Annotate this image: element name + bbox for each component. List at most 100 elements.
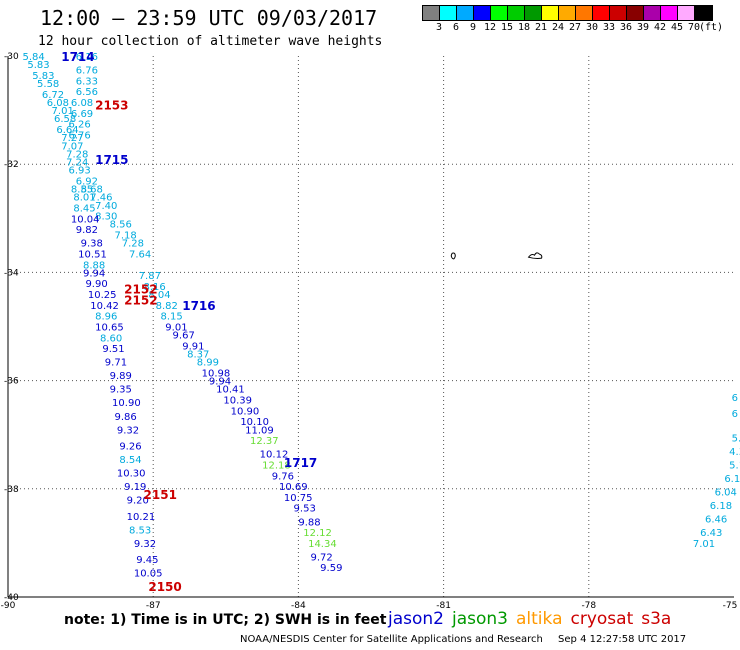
wave-height-value: 6.56 <box>76 87 98 98</box>
satellite-legend: jason2 jason3 altika cryosat s3a <box>388 609 679 629</box>
wave-height-value: 12.37 <box>250 436 279 447</box>
wave-height-value: 9.82 <box>76 225 98 236</box>
wave-observations: 5.84 6.165.83 6.765.83 6.335.586.566.726.08… <box>23 52 740 580</box>
credit-text: NOAA/NESDIS Center for Satellite Applica… <box>240 634 543 645</box>
lat-label: -40 <box>4 593 19 603</box>
legend-jason3: jason3 <box>452 609 508 629</box>
wave-height-value: 6.93 <box>69 166 91 177</box>
lat-label: -34 <box>4 268 19 278</box>
colorbar-label: 36 <box>619 22 633 33</box>
wave-height-value: 8.45 <box>73 203 95 214</box>
colorbar-label: 21 <box>534 22 548 33</box>
wave-height-value: 8.04 <box>148 290 170 301</box>
colorbar-label: 9 <box>469 22 477 33</box>
wave-height-value: 8.60 <box>100 333 122 344</box>
track-time-label: 1714 <box>61 50 94 64</box>
wave-height-value: 7.87 <box>139 271 161 282</box>
lat-label: -32 <box>4 160 19 170</box>
wave-height-value: 8.82 <box>156 301 178 312</box>
colorbar-label: 12 <box>483 22 497 33</box>
wave-height-value: 6.1 <box>724 474 740 485</box>
wave-height-value: 8.99 <box>197 358 219 369</box>
wave-height-value: 5.1 <box>729 460 740 471</box>
colorbar-label: 45 <box>670 22 684 33</box>
wave-height-value: 8.96 <box>95 312 117 323</box>
island-alejandro-selkirk <box>527 252 543 259</box>
wave-height-value: 10.10 <box>240 417 269 428</box>
wave-height-value: 6.08 <box>71 98 93 109</box>
track-time-label: 1716 <box>182 299 215 313</box>
map-grid <box>8 56 734 597</box>
wave-height-value: 7.40 <box>95 201 117 212</box>
wave-height-value: 6.33 <box>76 76 98 87</box>
wave-height-value: 9.38 <box>81 239 103 250</box>
colorbar-label: 24 <box>551 22 565 33</box>
colorbar-label: 18 <box>517 22 531 33</box>
lon-label: -90 <box>1 601 16 610</box>
colorbar-label: 42 <box>653 22 667 33</box>
wave-height-value: 7.24 <box>66 157 88 168</box>
axis-labels: -30 -32 -34 -36 -38 -40-90 -87 -84 -81 -78 -75 <box>1 52 738 610</box>
colorbar-swatch <box>576 6 593 20</box>
wave-height-value: 9.94 <box>83 268 105 279</box>
wave-height-value: 5.58 <box>37 79 59 90</box>
wave-height-value: 9.59 <box>320 563 342 574</box>
wave-height-value: 9.35 <box>110 385 132 396</box>
wave-height-value: 9.71 <box>105 358 127 369</box>
wave-height-value: 9.91 <box>182 341 204 352</box>
colorbar-swatch <box>508 6 525 20</box>
wave-height-value: 10.04 <box>71 214 100 225</box>
track-time-label: 1715 <box>95 153 128 167</box>
wave-height-value: 6.16 <box>76 52 98 63</box>
wave-height-value: 8.37 <box>187 350 209 361</box>
wave-height-value: 9.45 <box>136 555 158 566</box>
wave-height-value: 7.01 <box>52 106 74 117</box>
wave-height-value: 10.30 <box>117 469 146 480</box>
colorbar-swatch <box>627 6 644 20</box>
wave-height-value: 10.98 <box>202 368 231 379</box>
wave-height-value: 6.46 <box>705 515 727 526</box>
footer-note: note: 1) Time is in UTC; 2) SWH is in fe… <box>64 612 387 628</box>
track-time-label: 1717 <box>284 456 317 470</box>
legend-altika: altika <box>516 609 563 629</box>
colorbar-label: 70 <box>687 22 701 33</box>
island-robinson-crusoe <box>450 252 456 260</box>
map-frame <box>7 56 734 598</box>
wave-height-value: 7.07 <box>61 141 83 152</box>
wave-height-value: 9.26 <box>119 442 141 453</box>
wave-height-value: 8.16 <box>144 282 166 293</box>
colorbar-swatch <box>678 6 695 20</box>
wave-height-value: 8.88 <box>83 260 105 271</box>
wave-height-value: 4.3 <box>729 447 740 458</box>
colorbar-swatch <box>474 6 491 20</box>
wave-height-value: 9.76 <box>272 471 294 482</box>
track-time-label: 2152 <box>124 283 157 297</box>
wave-height-value: 8.01 <box>73 193 95 204</box>
lon-label: -87 <box>146 601 161 610</box>
wave-height-value: 8.56 <box>110 220 132 231</box>
islands <box>450 252 543 260</box>
lon-label: -75 <box>723 601 738 610</box>
colorbar-swatch <box>423 6 440 20</box>
wave-height-value: 9.32 <box>134 539 156 550</box>
wave-height-value: 11.09 <box>245 425 274 436</box>
wave-height-value: 10.75 <box>284 493 313 504</box>
colorbar-swatch <box>610 6 627 20</box>
wave-height-value: 9.67 <box>173 331 195 342</box>
wave-height-value: 5.83 <box>32 71 54 82</box>
wave-height-value: 7.18 <box>114 231 136 242</box>
lat-label: -38 <box>4 485 19 495</box>
lon-label: -78 <box>581 601 596 610</box>
wave-height-value: 9.94 <box>209 377 231 388</box>
wave-height-value: 9.72 <box>311 552 333 563</box>
wave-height-value: 9.90 <box>85 279 107 290</box>
wave-height-value: 8.53 <box>129 525 151 536</box>
wave-height-value: 12.12 <box>303 528 332 539</box>
colorbar-label: 27 <box>568 22 582 33</box>
wave-height-value: 5.83 <box>27 60 49 71</box>
wave-height-value: 6.72 <box>42 90 64 101</box>
colorbar-label: 39 <box>636 22 650 33</box>
wave-height-value: 6 <box>732 393 738 404</box>
wave-height-value: 12.18 <box>262 460 291 471</box>
